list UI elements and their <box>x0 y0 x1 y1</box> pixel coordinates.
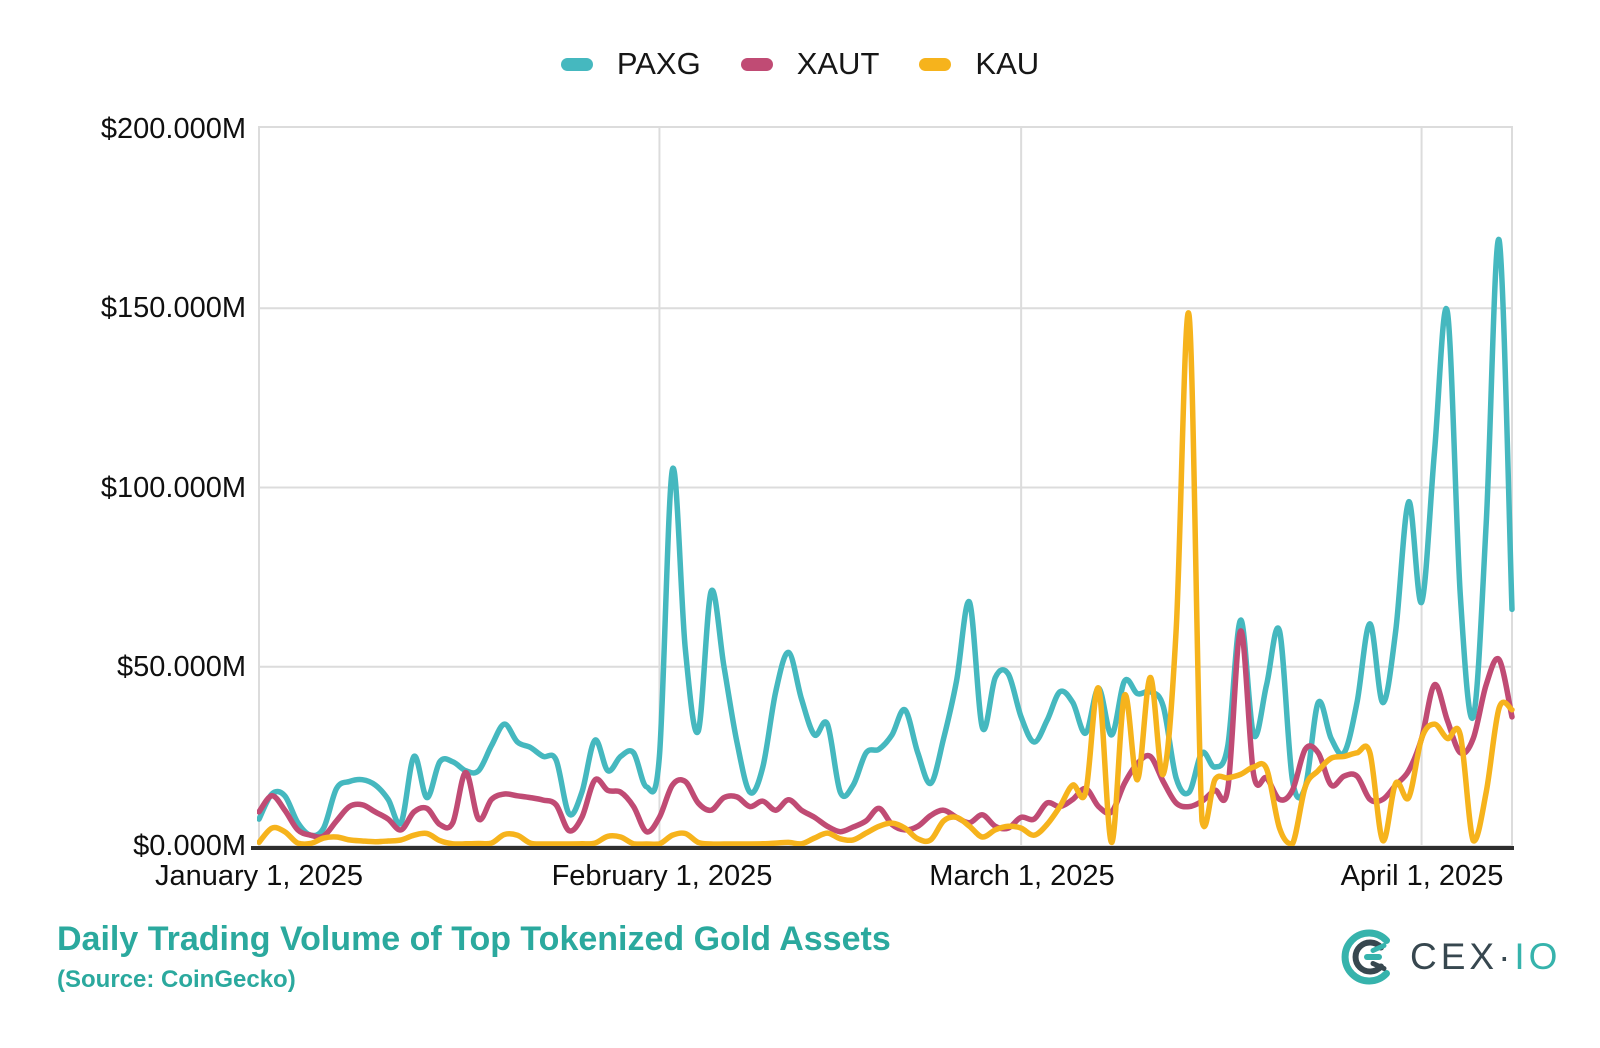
legend: PAXG XAUT KAU <box>0 44 1600 84</box>
y-tick-200m: $200.000M <box>100 113 246 145</box>
x-tick-january: January 1, 2025 <box>155 860 363 892</box>
legend-item-paxg[interactable]: PAXG <box>560 46 701 82</box>
series-paxg-line <box>257 237 1515 839</box>
cexio-logo-icon <box>1341 929 1390 985</box>
series-kau-line <box>257 310 1515 847</box>
legend-item-xaut[interactable]: XAUT <box>740 46 880 82</box>
x-tick-february: February 1, 2025 <box>551 860 773 892</box>
chart-title: Daily Trading Volume of Top Tokenized Go… <box>57 920 891 958</box>
logo-text-cex: CEX· <box>1410 936 1515 977</box>
x-tick-march: March 1, 2025 <box>929 860 1115 892</box>
xaut-swatch-icon <box>740 57 773 71</box>
x-tick-april: April 1, 2025 <box>1340 860 1504 892</box>
y-tick-0m: $0.000M <box>133 830 246 862</box>
legend-label-kau: KAU <box>975 46 1040 81</box>
cexio-logo-text: CEX·IO <box>1410 926 1561 988</box>
logo-text-io: IO <box>1514 936 1562 977</box>
kau-swatch-icon <box>919 57 952 71</box>
y-tick-100m: $100.000M <box>100 472 246 504</box>
series-xaut-line <box>257 628 1515 840</box>
legend-label-xaut: XAUT <box>796 46 880 81</box>
legend-item-kau[interactable]: KAU <box>919 46 1039 82</box>
y-tick-50m: $50.000M <box>117 651 246 683</box>
y-tick-150m: $150.000M <box>100 292 246 324</box>
legend-label-paxg: PAXG <box>616 46 701 81</box>
chart-subtitle: (Source: CoinGecko) <box>57 966 296 993</box>
paxg-swatch-icon <box>560 57 593 71</box>
cexio-logo: CEX·IO <box>1340 926 1580 988</box>
